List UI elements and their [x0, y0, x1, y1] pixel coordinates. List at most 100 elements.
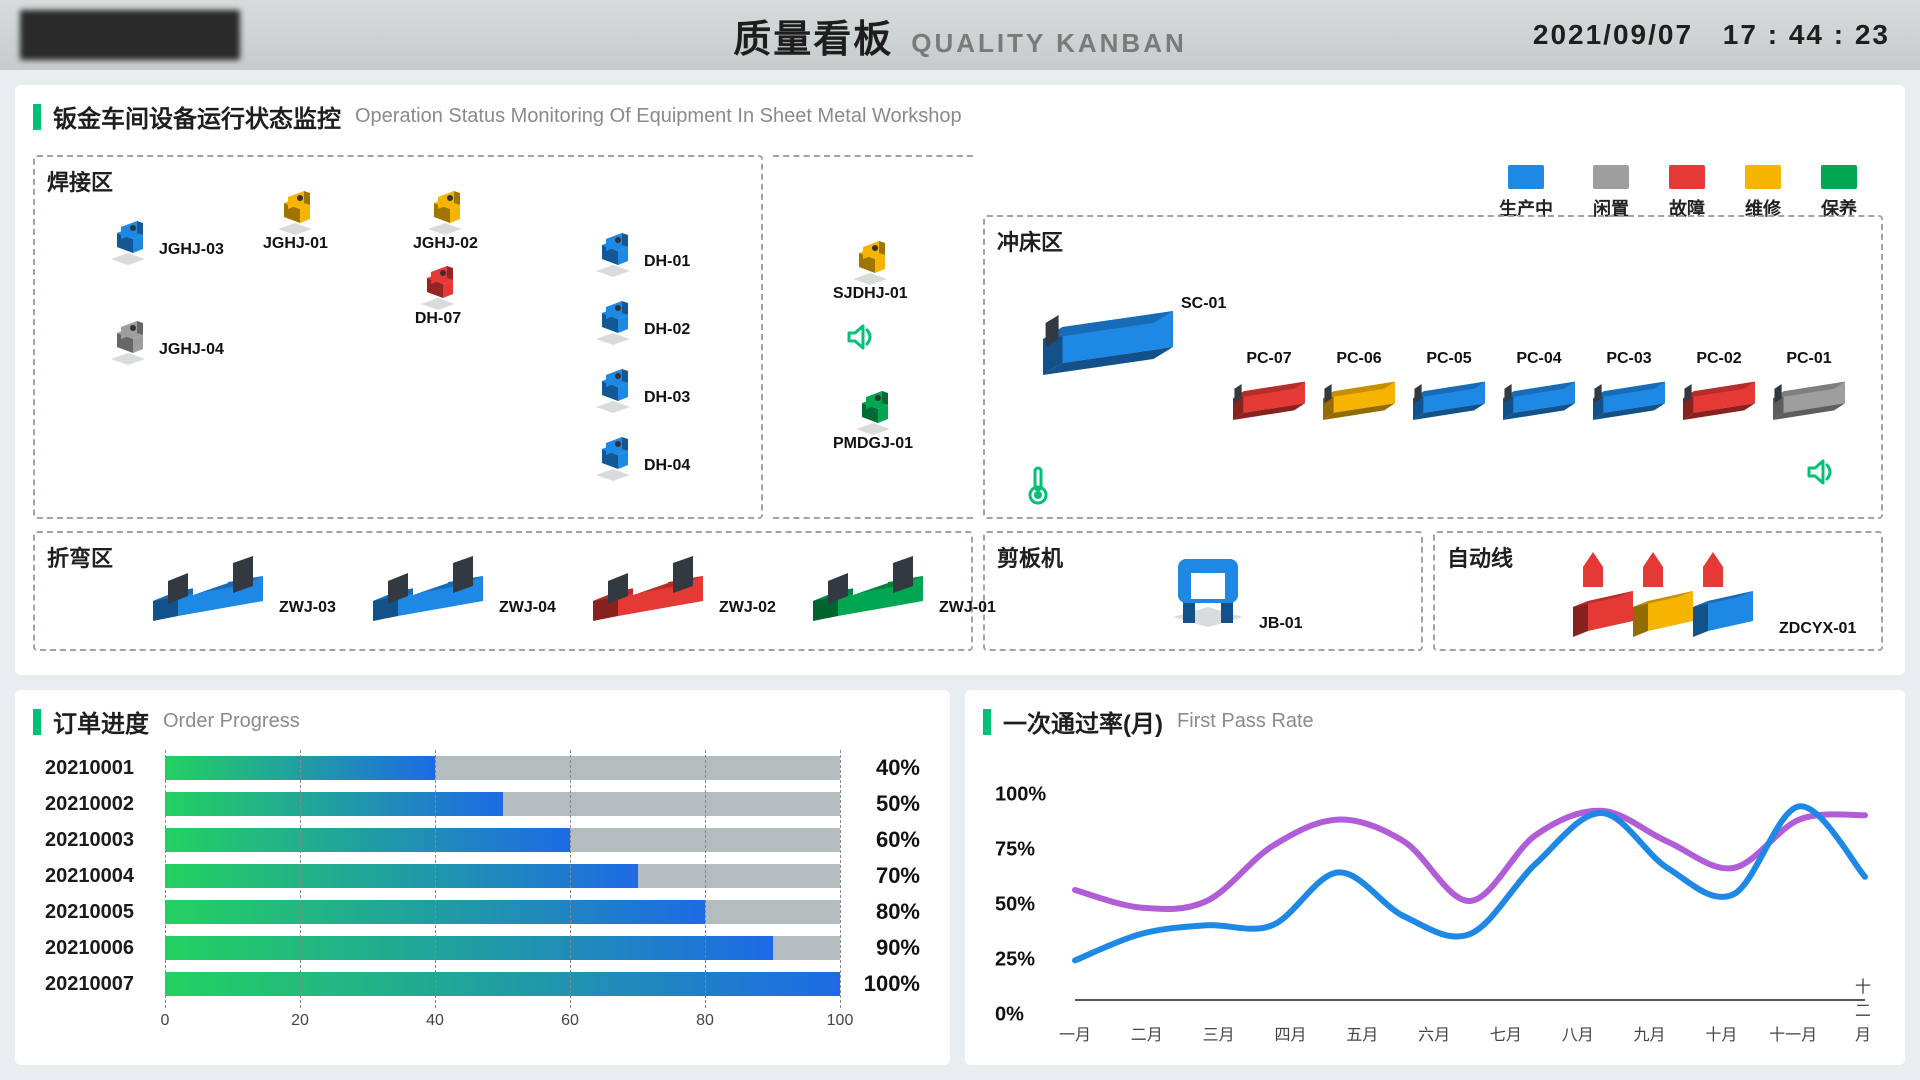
title-en: QUALITY KANBAN — [911, 28, 1187, 59]
order-bar — [165, 936, 840, 960]
machine-label: PC-05 — [1426, 350, 1471, 368]
machine-pc-01[interactable]: PC-01 — [1773, 350, 1845, 420]
order-pct: 40% — [840, 755, 920, 781]
machine-label: PC-06 — [1336, 350, 1381, 368]
machine-label: ZDCYX-01 — [1779, 620, 1856, 638]
machine-jghj-02[interactable]: JGHJ-02 — [413, 185, 478, 253]
machine-pc-02[interactable]: PC-02 — [1683, 350, 1755, 420]
machine-label: PMDGJ-01 — [833, 435, 913, 453]
order-bar — [165, 792, 840, 816]
sound-icon — [1803, 455, 1837, 494]
zone-title: 焊接区 — [47, 165, 749, 197]
order-row: 20210002 50% — [45, 786, 920, 822]
machine-zwj-01[interactable]: ZWJ-01 — [813, 551, 996, 621]
machine-label: JGHJ-02 — [413, 235, 478, 253]
machine-label: PC-01 — [1786, 350, 1831, 368]
fpr-xtick: 九月 — [1634, 1021, 1666, 1045]
equip-title-en: Operation Status Monitoring Of Equipment… — [355, 105, 962, 128]
order-row: 20210003 60% — [45, 822, 920, 858]
order-pct: 100% — [840, 971, 920, 997]
machine-jghj-01[interactable]: JGHJ-01 — [263, 185, 328, 253]
machine-label: SJDHJ-01 — [833, 285, 908, 303]
page-title: 质量看板 QUALITY KANBAN — [733, 8, 1187, 63]
machine-pc-07[interactable]: PC-07 — [1233, 350, 1305, 420]
machine-zdcyx-01[interactable]: ZDCYX-01 — [1573, 547, 1856, 642]
fpr-xtick: 一月 — [1059, 1021, 1091, 1045]
order-row: 20210004 70% — [45, 858, 920, 894]
order-pct: 70% — [840, 863, 920, 889]
order-id: 20210002 — [45, 793, 165, 816]
machine-label: JGHJ-03 — [159, 241, 224, 259]
machine-jghj-03[interactable]: JGHJ-03 — [103, 215, 224, 265]
order-pct: 60% — [840, 827, 920, 853]
order-row: 20210006 90% — [45, 930, 920, 966]
order-panel-title: 订单进度 Order Progress — [15, 690, 950, 749]
order-id: 20210001 — [45, 757, 165, 780]
datetime: 2021/09/07 17 : 44 : 23 — [1513, 19, 1890, 51]
title-cn: 质量看板 — [733, 8, 893, 63]
machine-label: SC-01 — [1181, 295, 1226, 313]
fpr-title-en: First Pass Rate — [1177, 710, 1314, 733]
machine-dh-07[interactable]: DH-07 — [413, 260, 463, 328]
machine-pc-05[interactable]: PC-05 — [1413, 350, 1485, 420]
date-label: 2021/09/07 — [1533, 19, 1693, 50]
status-legend: 生产中 闲置 故障 维修 保养 — [1499, 165, 1857, 221]
first-pass-rate-panel: 一次通过率(月) First Pass Rate 0%25%50%75%100%… — [965, 690, 1905, 1065]
machine-pc-06[interactable]: PC-06 — [1323, 350, 1395, 420]
machine-jghj-04[interactable]: JGHJ-04 — [103, 315, 224, 365]
machine-dh-02[interactable]: DH-02 — [588, 295, 690, 345]
machine-pc-04[interactable]: PC-04 — [1503, 350, 1575, 420]
machine-label: DH-02 — [644, 321, 690, 339]
legend-item: 维修 — [1745, 165, 1781, 221]
machine-dh-01[interactable]: DH-01 — [588, 227, 690, 277]
machine-pc-03[interactable]: PC-03 — [1593, 350, 1665, 420]
machine-sc-01[interactable]: SC-01 — [1043, 295, 1226, 375]
machine-label: JGHJ-04 — [159, 341, 224, 359]
machine-label: DH-04 — [644, 457, 690, 475]
equip-title-cn: 钣金车间设备运行状态监控 — [53, 99, 341, 134]
machine-jb-01[interactable]: JB-01 — [1163, 547, 1303, 637]
fpr-series-line-a — [1075, 811, 1865, 909]
fpr-xtick: 二月 — [1131, 1021, 1163, 1045]
fpr-xtick: 十月 — [1705, 1021, 1737, 1045]
header-bar: 质量看板 QUALITY KANBAN 2021/09/07 17 : 44 :… — [0, 0, 1920, 70]
machine-pmdgj-01[interactable]: PMDGJ-01 — [833, 385, 913, 453]
zone-title: 冲床区 — [997, 225, 1869, 257]
order-id: 20210004 — [45, 865, 165, 888]
machine-label: PC-04 — [1516, 350, 1561, 368]
machine-label: JGHJ-01 — [263, 235, 328, 253]
order-row: 20210001 40% — [45, 750, 920, 786]
fpr-xtick: 五月 — [1346, 1021, 1378, 1045]
machine-dh-03[interactable]: DH-03 — [588, 363, 690, 413]
fpr-xtick: 八月 — [1562, 1021, 1594, 1045]
machine-zwj-02[interactable]: ZWJ-02 — [593, 551, 776, 621]
order-bar — [165, 756, 840, 780]
machine-dh-04[interactable]: DH-04 — [588, 431, 690, 481]
order-bar — [165, 900, 840, 924]
order-x-axis: 020406080100 — [165, 1008, 840, 1036]
fpr-xtick: 三月 — [1203, 1021, 1235, 1045]
machine-label: PC-03 — [1606, 350, 1651, 368]
order-bar — [165, 864, 840, 888]
order-id: 20210007 — [45, 973, 165, 996]
order-pct: 50% — [840, 791, 920, 817]
machine-zwj-04[interactable]: ZWJ-04 — [373, 551, 556, 621]
order-id: 20210003 — [45, 829, 165, 852]
order-title-en: Order Progress — [163, 710, 300, 733]
legend-item: 闲置 — [1593, 165, 1629, 221]
fpr-xtick: 七月 — [1490, 1021, 1522, 1045]
machine-zwj-03[interactable]: ZWJ-03 — [153, 551, 336, 621]
sound-icon — [843, 320, 877, 359]
order-pct: 80% — [840, 899, 920, 925]
fpr-xtick: 十一月 — [1769, 1021, 1817, 1045]
machine-label: ZWJ-04 — [499, 599, 556, 617]
machine-label: ZWJ-01 — [939, 599, 996, 617]
order-bar — [165, 828, 840, 852]
equipment-panel-title: 钣金车间设备运行状态监控 Operation Status Monitoring… — [15, 85, 1905, 144]
legend-item: 生产中 — [1499, 165, 1553, 221]
fpr-xtick: 四月 — [1274, 1021, 1306, 1045]
machine-label: PC-02 — [1696, 350, 1741, 368]
order-progress-panel: 订单进度 Order Progress 20210001 40% 2021000… — [15, 690, 950, 1065]
machine-sjdhj-01[interactable]: SJDHJ-01 — [833, 235, 908, 303]
machine-label: ZWJ-03 — [279, 599, 336, 617]
